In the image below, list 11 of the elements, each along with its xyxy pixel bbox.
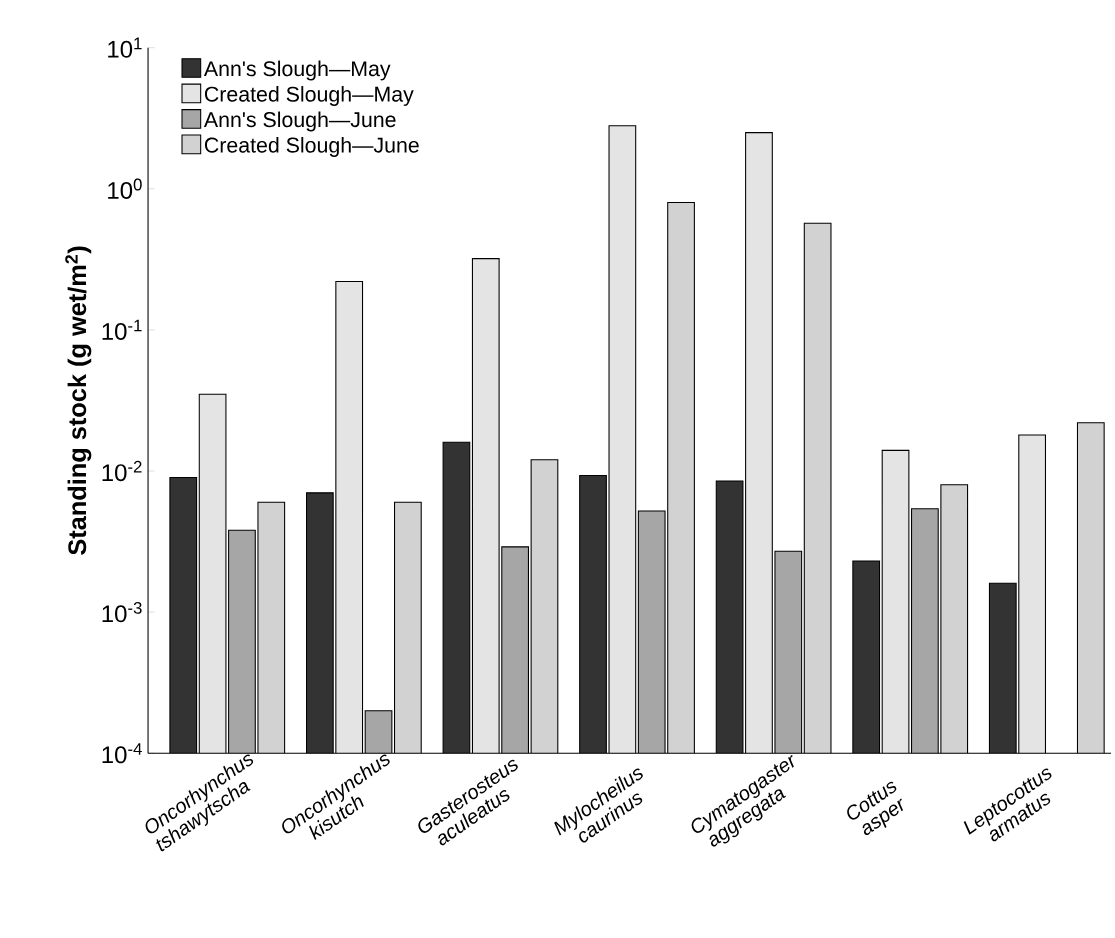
y-tick-label: 10$^{-1}$ — [102, 319, 142, 340]
y-tick-label: 10$^{-4}$ — [102, 743, 142, 764]
y-tick-label: 10$^{1}$ — [108, 37, 142, 58]
legend-label: Created Slough—June — [204, 136, 419, 157]
legend-label: Ann's Slough—June — [203, 111, 396, 132]
text: Standing stock (g wet/m$^{2}$) — [65, 246, 92, 555]
legend-label: Ann's Slough—May — [203, 60, 391, 81]
y-tick-label: 10$^{-2}$ — [102, 460, 142, 482]
legend-label: Created Slough—May — [204, 85, 414, 106]
y-tick-label: 10$^{-3}$ — [102, 601, 142, 623]
y-tick-label: 10$^{0}$ — [108, 178, 142, 199]
